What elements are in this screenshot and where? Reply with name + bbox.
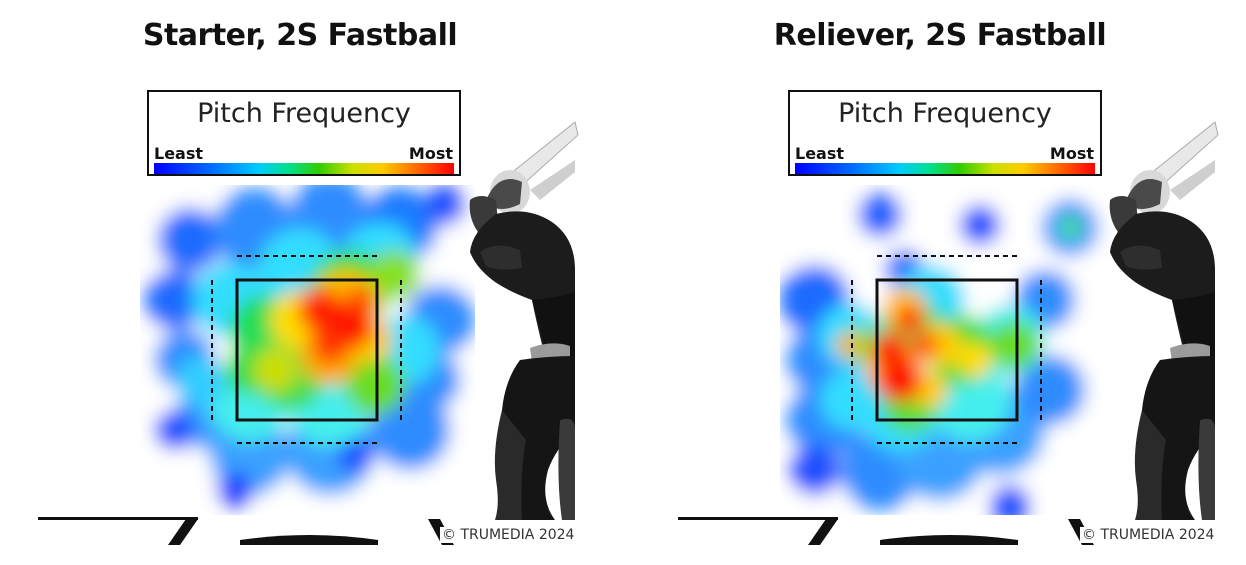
legend-most-label: Most: [1049, 144, 1094, 163]
batter-silhouette: [469, 121, 579, 520]
ground-line: [678, 517, 838, 520]
home-plate: [240, 535, 378, 545]
heatmap-svg: [678, 121, 1219, 545]
heatmap-blobs: [145, 185, 475, 508]
chart-title: Starter, 2S Fastball: [142, 18, 458, 53]
heatmap-svg: [38, 121, 579, 545]
legend-least-label: Least: [795, 144, 845, 163]
copyright: © TRUMEDIA 2024: [1080, 527, 1217, 543]
copyright: © TRUMEDIA 2024: [440, 527, 577, 543]
batters-box-line-left: [808, 519, 838, 545]
legend-most-label: Most: [408, 144, 453, 163]
chart-panel-starter: Starter, 2S Fastball: [0, 0, 600, 565]
legend-title: Pitch Frequency: [197, 98, 411, 129]
legend: Pitch Frequency Least Most: [788, 90, 1102, 176]
legend-title: Pitch Frequency: [838, 98, 1052, 129]
chart-title: Reliever, 2S Fastball: [773, 18, 1107, 53]
chart-panel-reliever: Reliever, 2S Fastball: [640, 0, 1240, 565]
legend-color-bar: [154, 163, 454, 174]
strike-zone: [235, 278, 379, 422]
home-plate: [880, 535, 1018, 545]
legend-color-bar: [795, 163, 1095, 174]
batters-box-line-left: [168, 519, 198, 545]
legend-least-label: Least: [154, 144, 204, 163]
ground-line: [38, 517, 198, 520]
heatmap-blobs: [780, 193, 1110, 515]
legend: Pitch Frequency Least Most: [147, 90, 461, 176]
batter-silhouette: [1109, 121, 1219, 520]
strike-zone: [875, 278, 1019, 422]
